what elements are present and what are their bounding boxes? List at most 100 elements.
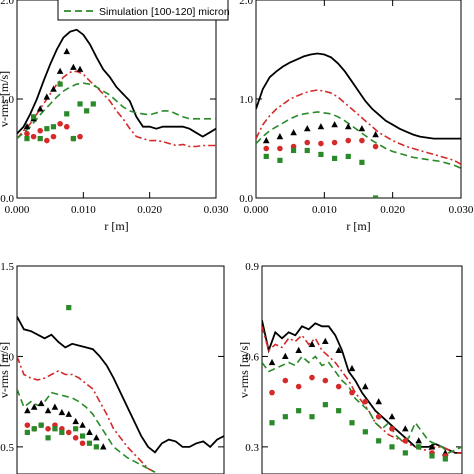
series-line-black-solid [17, 28, 216, 138]
data-point-square [304, 147, 310, 154]
data-point-square [93, 444, 99, 450]
data-point-circle [24, 130, 30, 137]
data-point-triangle [86, 428, 93, 435]
data-point-circle [30, 133, 37, 140]
data-point-circle [304, 139, 311, 146]
data-point-triangle [44, 407, 52, 414]
legend-label: Simulation [100-120] micron [99, 6, 230, 18]
series-line-green-dashed [17, 82, 216, 140]
data-point-circle [335, 383, 342, 390]
data-point-square [322, 402, 328, 408]
data-point-triangle [276, 133, 284, 140]
y-tick-label: 0.0 [0, 193, 14, 205]
data-point-triangle [93, 434, 100, 441]
data-point-square [345, 153, 351, 160]
data-point-triangle [50, 85, 57, 92]
data-point-square [37, 136, 43, 142]
data-point-triangle [402, 425, 409, 432]
series-line-green-dashed [262, 355, 462, 454]
data-point-circle [349, 389, 355, 396]
data-point-square [331, 155, 338, 161]
series-line-black-solid [256, 52, 461, 140]
data-point-triangle [375, 398, 382, 405]
series-line-red-dashdot [256, 89, 461, 165]
data-point-triangle [317, 123, 325, 130]
data-point-square [45, 435, 51, 441]
data-point-square [389, 444, 395, 450]
x-axis-label: r [m] [346, 219, 370, 233]
data-point-triangle [322, 337, 329, 344]
x-tick-label: 0.000 [244, 204, 269, 216]
data-point-triangle [372, 131, 379, 138]
series-line-black-solid [262, 320, 462, 454]
data-point-triangle [344, 123, 352, 130]
chart-panel-4: 0.3 0.6 0.9 v-rms [m/s] [237, 261, 463, 474]
data-point-square [309, 414, 315, 420]
data-point-triangle [388, 413, 396, 420]
series-line-red-dashdot [17, 356, 156, 473]
y-tick-label: 1.0 [0, 351, 14, 363]
data-point-triangle [100, 443, 107, 450]
data-point-triangle [65, 410, 72, 417]
data-point-square [359, 159, 365, 165]
y-tick-label: 2.0 [0, 0, 14, 7]
y-tick-label: 0.6 [245, 351, 259, 363]
chart-panel-2: 0.0 1.0 2.0 0.000 0.010 0.020 0.030 r [m] [239, 0, 474, 233]
data-point-square [24, 429, 30, 435]
y-axis-label: v-rms [m/s] [237, 342, 251, 398]
data-point-square [416, 444, 422, 450]
plot-frame [16, 265, 225, 474]
series-line-green-dashed [256, 111, 461, 170]
data-point-square [24, 136, 30, 142]
data-point-square [31, 426, 37, 432]
data-point-triangle [295, 346, 302, 353]
data-point-circle [322, 377, 329, 384]
data-point-circle [65, 429, 72, 436]
data-point-circle [318, 140, 324, 147]
y-axis-label: v-rms [m/s] [0, 342, 11, 398]
data-point-square [362, 429, 368, 435]
data-point-square [73, 426, 79, 432]
data-point-square [50, 124, 57, 130]
data-point-triangle [72, 417, 79, 425]
data-point-circle [362, 398, 369, 405]
data-point-triangle [79, 421, 86, 428]
data-point-circle [37, 127, 44, 134]
data-point-square [277, 157, 283, 163]
x-tick-label: 0.000 [5, 204, 30, 216]
data-point-square [376, 438, 382, 444]
data-point-triangle [358, 125, 366, 132]
series-line-green-dashed [17, 388, 156, 473]
y-tick-label: 0.0 [239, 193, 253, 205]
data-point-square [44, 126, 50, 132]
data-point-triangle [282, 352, 289, 359]
data-point-square [263, 153, 269, 160]
data-point-square [318, 151, 324, 158]
data-point-square [77, 101, 83, 107]
y-tick-label: 1.0 [0, 94, 14, 106]
data-point-square [52, 426, 58, 432]
data-point-circle [79, 440, 86, 447]
data-point-square [269, 420, 275, 426]
data-point-triangle [262, 137, 270, 144]
data-point-circle [77, 133, 83, 140]
x-tick-label: 0.020 [137, 204, 162, 216]
data-point-circle [269, 389, 275, 396]
data-point-square [372, 195, 379, 198]
data-point-triangle [43, 93, 51, 100]
data-point-triangle [37, 399, 45, 407]
y-tick-label: 0.5 [0, 442, 14, 454]
data-point-square [429, 453, 435, 459]
plot-area [256, 52, 461, 198]
plot-area [17, 305, 224, 473]
data-point-triangle [268, 358, 276, 366]
data-point-circle [72, 435, 79, 441]
data-point-triangle [24, 407, 31, 414]
data-point-triangle [30, 403, 38, 410]
plot-frame [261, 265, 463, 474]
legend-box [57, 0, 229, 21]
y-tick-label: 1.5 [0, 261, 14, 273]
series-line-red-dashdot [17, 70, 216, 148]
x-tick-label: 0.010 [71, 204, 96, 216]
